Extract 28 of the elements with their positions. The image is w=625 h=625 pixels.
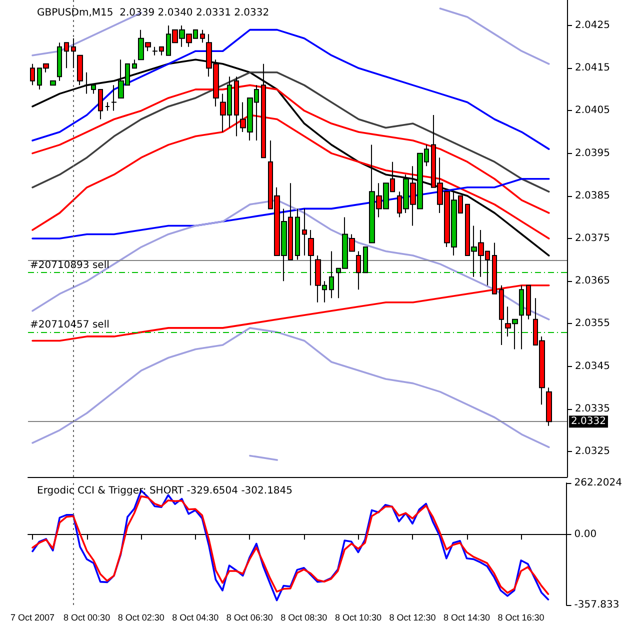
x-tick-label: 8 Oct 00:30: [64, 612, 110, 622]
x-tick-label: 8 Oct 06:30: [226, 612, 273, 622]
text: GBPUSDm,M15 2.0339 2.0340 2.0331 2.0332: [37, 8, 270, 18]
y-tick-label: 2.0345: [575, 360, 610, 372]
ref-line-label: #20710893 sell: [30, 260, 110, 272]
y-tick-label: 2.0375: [575, 233, 610, 244]
y-tick-label: 2.0335: [575, 403, 610, 414]
y-tick-label: 2.0425: [575, 20, 610, 32]
x-tick-label: 8 Oct 10:30: [334, 612, 382, 622]
x-tick-label: 8 Oct 02:30: [118, 612, 164, 622]
y-tick-label: 2.0395: [575, 148, 610, 159]
y-tick-label: 2.0385: [575, 190, 610, 202]
ref-line-label: #20710457 sell: [30, 320, 110, 331]
x-tick-label: 7 Oct 2007: [10, 612, 55, 622]
x-tick-label: 8 Oct 16:30: [498, 612, 544, 622]
y-tick-label: 262.2024: [574, 478, 622, 488]
y-tick-label: 0.00: [574, 529, 597, 540]
y-tick-label: -357.833: [574, 600, 620, 610]
x-tick-label: 8 Oct 08:30: [280, 612, 328, 622]
y-tick-label: 2.0365: [575, 276, 610, 287]
y-tick-label: 2.0355: [575, 318, 610, 330]
y-tick-label: 2.0405: [575, 105, 610, 116]
x-tick-label: 8 Oct 12:30: [389, 612, 436, 622]
x-tick-label: 8 Oct 04:30: [172, 612, 219, 622]
y-tick-label: 2.0415: [575, 62, 610, 74]
ref-line-label: 2.0332: [571, 416, 606, 428]
y-tick-label: 2.0325: [575, 446, 610, 457]
x-tick-label: 8 Oct 14:30: [444, 612, 490, 622]
